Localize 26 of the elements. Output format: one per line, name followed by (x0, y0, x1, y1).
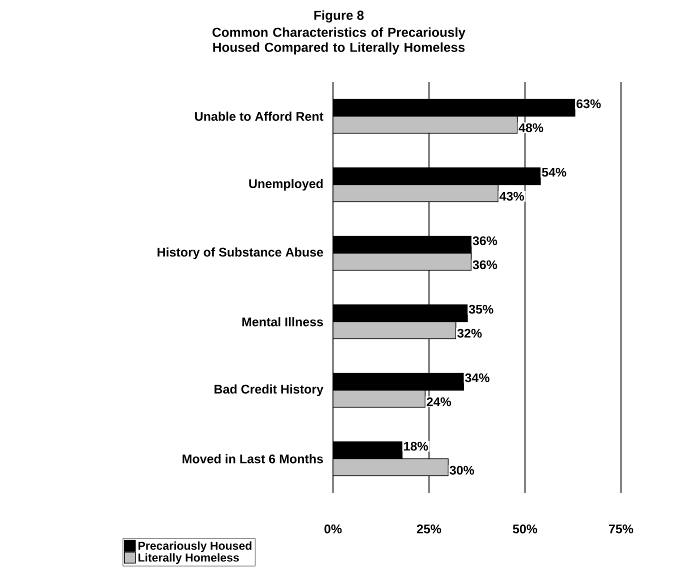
data-label: 48% (518, 123, 544, 132)
x-tick-label: 50% (512, 524, 538, 534)
y-tick-label: Moved in Last 6 Months (182, 454, 323, 464)
data-label: 36% (472, 236, 498, 246)
chart-title: Figure 8 (314, 10, 364, 22)
x-tick-label: 25% (416, 524, 442, 534)
data-label: 18% (404, 442, 428, 451)
chart-subtitle: Common Characteristics of Precariously Housed Compared to Literally Homeless (212, 27, 466, 54)
data-label: 24% (426, 397, 452, 406)
x-tick-label: 0% (324, 524, 342, 534)
y-tick-label: Unemployed (249, 178, 323, 191)
y-tick-label: Bad Credit History (214, 384, 324, 396)
data-label: 36% (472, 260, 498, 270)
data-label: 32% (457, 328, 482, 338)
data-label: 30% (450, 466, 474, 475)
data-label: 63% (576, 99, 601, 108)
x-tick-label: 75% (609, 524, 634, 534)
data-label: 34% (465, 373, 490, 382)
y-tick-label: History of Substance Abuse (158, 247, 324, 260)
data-label: 54% (542, 168, 566, 177)
data-label: 35% (468, 304, 494, 314)
data-label: 43% (500, 192, 524, 201)
y-tick-label: Unable to Afford Rent (195, 112, 324, 121)
legend-label: Precariously Housed (138, 541, 252, 552)
y-tick-label: Mental Illness (242, 317, 323, 326)
legend-label: Literally Homeless (138, 553, 239, 564)
